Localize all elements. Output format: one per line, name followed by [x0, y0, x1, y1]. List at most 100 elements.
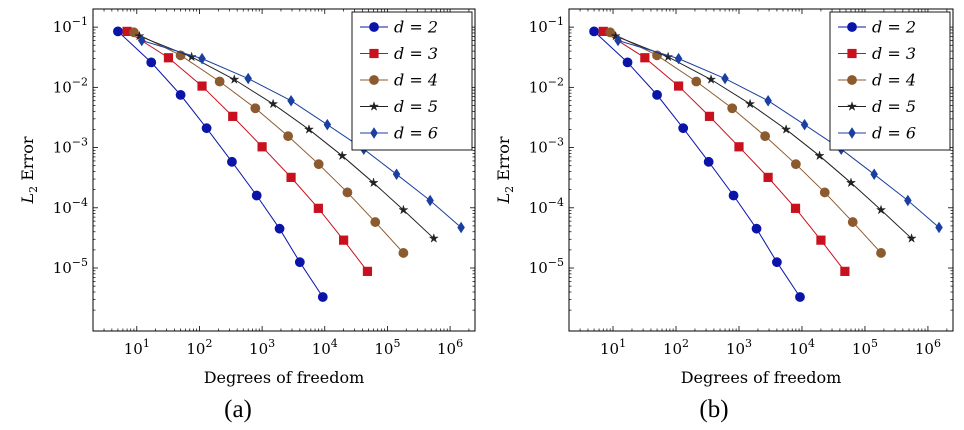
- legend-label: d = 4: [394, 71, 438, 90]
- data-point: [816, 235, 826, 245]
- x-tick-exponent: 1: [619, 337, 626, 350]
- y-tick-label: 10−2: [529, 75, 564, 96]
- x-tick-label: 106: [915, 337, 941, 358]
- data-point: [840, 266, 850, 276]
- chart-panel-b: 101 102 103 104 105 10610−510−410−310−210−1De…: [494, 8, 954, 387]
- x-tick-label: 101: [124, 337, 150, 358]
- x-tick-label: 102: [186, 337, 212, 358]
- data-point: [362, 266, 373, 276]
- y-tick-label: 10−4: [529, 196, 564, 217]
- x-axis-label: Degrees of freedom: [204, 368, 365, 387]
- x-tick-label: 105: [374, 337, 400, 358]
- y-axis-label-main: L: [494, 193, 513, 205]
- y-tick-base: 10: [529, 199, 548, 217]
- plot-frame: [568, 8, 954, 332]
- data-point: [294, 257, 305, 268]
- x-tick-label: 106: [437, 337, 463, 358]
- data-point: [734, 142, 744, 152]
- y-tick-exponent: −4: [548, 196, 564, 209]
- data-point: [751, 223, 762, 234]
- data-point: [339, 235, 349, 245]
- legend-entry: d = 3: [838, 44, 916, 63]
- series-4: [605, 27, 886, 258]
- series-line: [117, 31, 324, 298]
- y-tick-base: 10: [529, 78, 548, 96]
- data-point: [368, 177, 379, 188]
- y-tick-exponent: −1: [548, 15, 564, 28]
- y-tick-label: 10−4: [53, 196, 88, 217]
- data-point: [705, 74, 717, 84]
- legend-marker: [847, 48, 857, 59]
- x-tick-base: 10: [726, 340, 745, 358]
- x-tick-base: 10: [600, 340, 619, 358]
- data-point: [134, 30, 145, 41]
- data-point: [163, 53, 174, 63]
- series-4: [129, 27, 409, 258]
- legend-marker: [370, 127, 378, 139]
- x-tick-label: 103: [249, 337, 275, 358]
- data-point: [228, 111, 238, 121]
- data-point: [398, 248, 409, 258]
- data-point: [342, 187, 353, 198]
- data-point: [875, 204, 887, 215]
- legend-entry: d = 4: [838, 71, 916, 90]
- x-tick-base: 10: [186, 340, 205, 358]
- y-tick-base: 10: [53, 78, 72, 96]
- plot-frame: [92, 8, 476, 332]
- data-point: [201, 123, 212, 134]
- y-tick-exponent: −3: [72, 136, 88, 149]
- data-point: [313, 159, 324, 170]
- data-point: [800, 118, 809, 131]
- data-point: [229, 74, 240, 84]
- y-tick-base: 10: [529, 259, 548, 277]
- y-tick-exponent: −4: [72, 196, 88, 209]
- series-2: [589, 26, 805, 302]
- series-2: [113, 26, 328, 302]
- data-point: [772, 257, 782, 268]
- y-tick-label: 10−2: [53, 75, 88, 96]
- x-tick-base: 10: [915, 340, 934, 358]
- data-point: [589, 26, 599, 37]
- data-point: [727, 103, 738, 114]
- legend-entry: d = 4: [360, 71, 438, 90]
- y-tick-base: 10: [529, 139, 548, 157]
- series-line: [603, 30, 846, 272]
- x-tick-base: 10: [852, 340, 871, 358]
- data-point: [274, 223, 285, 234]
- y-axis-label-rest: Error: [494, 136, 513, 186]
- data-point: [704, 111, 715, 121]
- data-point: [137, 34, 146, 47]
- y-tick-base: 10: [529, 18, 548, 36]
- data-point: [313, 203, 323, 213]
- data-point: [795, 292, 805, 302]
- data-point: [652, 89, 662, 100]
- legend-entry: d = 5: [838, 97, 916, 116]
- legend-label: d = 5: [394, 97, 438, 116]
- legend-label: d = 2: [394, 18, 438, 37]
- y-axis-label: L2 Error: [494, 136, 516, 204]
- x-tick-exponent: 6: [934, 337, 941, 350]
- legend: d = 2 d = 3 d = 4 d = 5 d = 6: [351, 11, 473, 151]
- y-tick-base: 10: [53, 199, 72, 217]
- data-point: [214, 76, 225, 87]
- x-tick-exponent: 4: [331, 337, 338, 350]
- data-point: [286, 172, 296, 182]
- data-point: [764, 94, 772, 107]
- x-axis-label: Degrees of freedom: [681, 368, 842, 387]
- data-point: [744, 98, 756, 109]
- legend-entry: d = 5: [360, 97, 438, 116]
- x-tick-base: 10: [249, 340, 268, 358]
- data-point: [763, 172, 773, 182]
- x-tick-label: 104: [312, 337, 338, 358]
- legend-marker: [369, 22, 379, 32]
- data-point: [186, 51, 197, 62]
- y-tick-label: 10−5: [53, 256, 88, 277]
- legend-entry: d = 6: [838, 124, 916, 143]
- data-point: [257, 142, 267, 152]
- data-point: [814, 150, 825, 161]
- data-point: [398, 204, 409, 215]
- data-point: [428, 232, 439, 243]
- data-point: [870, 168, 878, 181]
- data-point: [370, 217, 381, 227]
- y-tick-base: 10: [53, 18, 72, 36]
